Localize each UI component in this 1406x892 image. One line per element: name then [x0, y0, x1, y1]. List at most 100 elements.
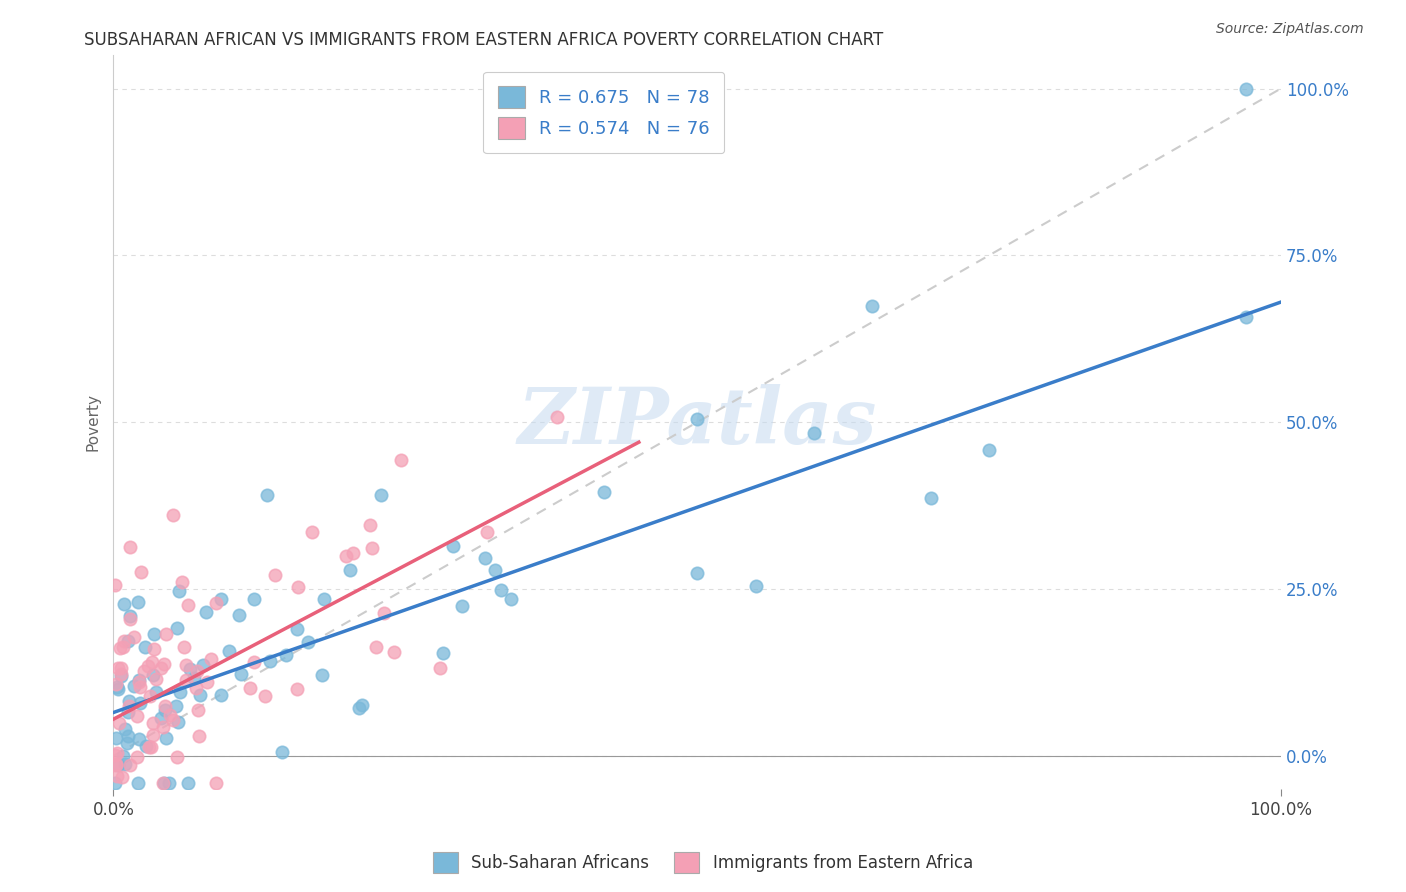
- Point: [592, 484, 614, 499]
- Point: [153, 775, 176, 789]
- Point: [165, 698, 187, 713]
- Point: [474, 551, 496, 566]
- Point: [242, 655, 264, 669]
- Point: [145, 685, 167, 699]
- Point: [142, 716, 165, 731]
- Point: [135, 739, 157, 754]
- Point: [170, 574, 193, 589]
- Point: [142, 667, 165, 681]
- Point: [118, 698, 141, 713]
- Point: [124, 679, 146, 693]
- Point: [489, 583, 512, 598]
- Point: [686, 566, 709, 580]
- Text: ZIPatlas: ZIPatlas: [517, 384, 877, 460]
- Point: [218, 644, 240, 658]
- Point: [285, 682, 308, 697]
- Point: [347, 701, 370, 715]
- Point: [104, 731, 127, 745]
- Point: [311, 667, 333, 681]
- Point: [166, 621, 188, 635]
- Point: [105, 681, 128, 695]
- Point: [209, 592, 232, 607]
- Legend: R = 0.675   N = 78, R = 0.574   N = 76: R = 0.675 N = 78, R = 0.574 N = 76: [484, 71, 724, 153]
- Point: [162, 713, 184, 727]
- Point: [184, 681, 207, 695]
- Point: [157, 775, 180, 789]
- Point: [229, 666, 252, 681]
- Y-axis label: Poverty: Poverty: [86, 393, 100, 451]
- Point: [297, 634, 319, 648]
- Point: [159, 708, 181, 723]
- Point: [108, 716, 131, 731]
- Point: [243, 592, 266, 607]
- Point: [155, 699, 177, 714]
- Point: [177, 598, 200, 612]
- Point: [167, 715, 190, 730]
- Point: [186, 664, 208, 678]
- Point: [744, 579, 766, 593]
- Point: [105, 757, 128, 772]
- Point: [432, 646, 454, 660]
- Point: [339, 563, 361, 577]
- Point: [187, 703, 209, 717]
- Point: [179, 662, 201, 676]
- Point: [350, 698, 373, 713]
- Point: [112, 598, 135, 612]
- Point: [803, 425, 825, 440]
- Point: [143, 627, 166, 641]
- Point: [129, 565, 152, 579]
- Point: [301, 525, 323, 540]
- Point: [501, 591, 523, 606]
- Point: [195, 675, 218, 690]
- Point: [105, 769, 128, 783]
- Point: [169, 685, 191, 699]
- Point: [110, 770, 132, 784]
- Point: [150, 711, 173, 725]
- Point: [200, 651, 222, 665]
- Point: [149, 660, 172, 674]
- Point: [1234, 81, 1257, 95]
- Point: [441, 539, 464, 553]
- Point: [1234, 310, 1257, 325]
- Point: [920, 491, 942, 506]
- Point: [204, 596, 226, 610]
- Point: [107, 757, 129, 772]
- Point: [174, 658, 197, 673]
- Point: [129, 681, 152, 695]
- Point: [253, 689, 276, 703]
- Point: [429, 660, 451, 674]
- Point: [108, 640, 131, 655]
- Point: [314, 592, 336, 607]
- Point: [117, 729, 139, 743]
- Text: SUBSAHARAN AFRICAN VS IMMIGRANTS FROM EASTERN AFRICA POVERTY CORRELATION CHART: SUBSAHARAN AFRICAN VS IMMIGRANTS FROM EA…: [84, 31, 883, 49]
- Text: Source: ZipAtlas.com: Source: ZipAtlas.com: [1216, 22, 1364, 37]
- Point: [287, 580, 309, 594]
- Point: [118, 694, 141, 708]
- Point: [139, 689, 162, 703]
- Point: [370, 488, 392, 502]
- Point: [152, 720, 174, 734]
- Point: [361, 541, 384, 556]
- Point: [359, 518, 381, 533]
- Point: [105, 746, 128, 760]
- Point: [153, 704, 176, 718]
- Point: [860, 299, 883, 313]
- Point: [112, 640, 135, 654]
- Point: [128, 674, 150, 689]
- Point: [107, 681, 129, 696]
- Point: [335, 549, 357, 563]
- Point: [259, 654, 281, 668]
- Point: [115, 735, 138, 749]
- Point: [138, 740, 160, 755]
- Point: [451, 599, 474, 613]
- Point: [382, 645, 405, 659]
- Point: [686, 411, 709, 425]
- Point: [167, 584, 190, 599]
- Point: [141, 655, 163, 669]
- Point: [118, 612, 141, 626]
- Point: [128, 673, 150, 687]
- Point: [188, 729, 211, 743]
- Point: [373, 606, 395, 620]
- Point: [104, 775, 127, 789]
- Point: [110, 669, 132, 683]
